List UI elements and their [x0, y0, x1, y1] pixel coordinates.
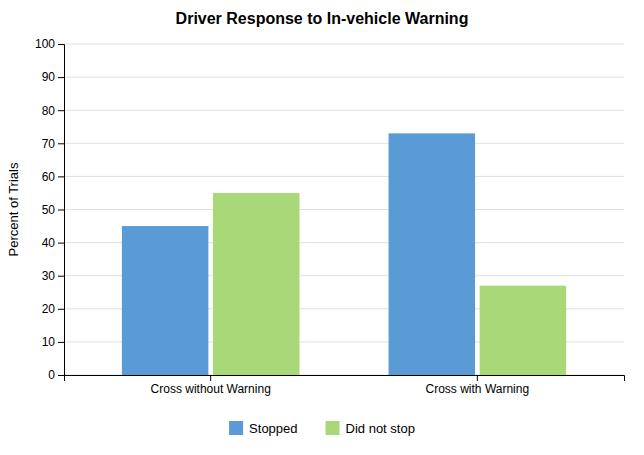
y-tick-label: 0 [48, 368, 55, 382]
y-tick-label: 40 [42, 236, 56, 250]
y-axis: 0 10 20 30 40 50 60 70 80 90 100 [35, 37, 65, 382]
y-tick: 100 [35, 37, 64, 51]
y-tick-label: 60 [42, 170, 56, 184]
x-axis-line [65, 376, 625, 382]
y-axis-title: Percent of Trials [6, 162, 21, 256]
y-tick-label: 70 [42, 137, 56, 151]
chart-title: Driver Response to In-vehicle Warning [176, 10, 469, 27]
y-tick-mark [58, 143, 64, 144]
y-tick: 50 [42, 203, 64, 217]
y-tick: 80 [42, 104, 64, 118]
x-tick-label: Cross without Warning [151, 382, 271, 396]
bar-series [122, 133, 475, 375]
bar [480, 286, 567, 375]
y-tick-label: 10 [42, 335, 56, 349]
y-tick-label: 30 [42, 269, 56, 283]
y-tick-label: 50 [42, 203, 56, 217]
legend-swatch [229, 421, 243, 435]
y-tick-label: 90 [42, 70, 56, 84]
bars [122, 133, 566, 375]
y-tick: 30 [42, 269, 64, 283]
bar [213, 193, 300, 375]
x-tick-mark [477, 375, 478, 381]
y-tick-mark [58, 210, 64, 211]
bar-series [213, 193, 566, 375]
x-tick-label: Cross with Warning [426, 382, 530, 396]
plot-area: 0 10 20 30 40 50 60 70 80 90 100 Cross without Warn… [35, 37, 625, 395]
y-tick: 60 [42, 170, 64, 184]
grid-line [64, 143, 624, 144]
legend-label: Did not stop [346, 421, 415, 436]
y-tick-mark [58, 342, 64, 343]
y-tick-mark [58, 44, 64, 45]
y-tick-mark [58, 309, 64, 310]
y-tick: 70 [42, 137, 64, 151]
y-tick: 40 [42, 236, 64, 250]
x-tick: Cross with Warning [426, 375, 530, 396]
y-tick-mark [58, 110, 64, 111]
grid-line [64, 44, 624, 45]
grid [64, 44, 624, 375]
bar [389, 133, 476, 375]
y-tick-mark [58, 77, 64, 78]
y-tick-label: 80 [42, 104, 56, 118]
grid-line [64, 209, 624, 210]
y-tick: 10 [42, 335, 64, 349]
y-tick-mark [58, 243, 64, 244]
y-tick-mark [58, 176, 64, 177]
x-axis: Cross without Warning Cross with Warning [65, 375, 625, 396]
grid-line [64, 110, 624, 111]
y-tick-label: 100 [35, 37, 55, 51]
y-tick-mark [58, 375, 64, 376]
chart-svg: 0 10 20 30 40 50 60 70 80 90 100 Cross without Warn… [0, 0, 644, 455]
x-tick: Cross without Warning [151, 375, 271, 396]
x-tick-mark [210, 375, 211, 381]
y-tick-label: 20 [42, 302, 56, 316]
y-axis-line [58, 45, 65, 376]
y-tick: 90 [42, 70, 64, 84]
legend-item: Stopped [229, 421, 297, 436]
y-tick: 0 [48, 368, 64, 382]
bar [122, 226, 209, 375]
y-tick: 20 [42, 302, 64, 316]
legend-label: Stopped [249, 421, 297, 436]
legend-swatch [326, 421, 340, 435]
grid-line [64, 176, 624, 177]
legend-item: Did not stop [326, 421, 415, 436]
grid-line [64, 77, 624, 78]
y-tick-mark [58, 276, 64, 277]
chart-container: 0 10 20 30 40 50 60 70 80 90 100 Cross without Warn… [0, 0, 644, 455]
legend: Stopped Did not stop [229, 421, 415, 436]
